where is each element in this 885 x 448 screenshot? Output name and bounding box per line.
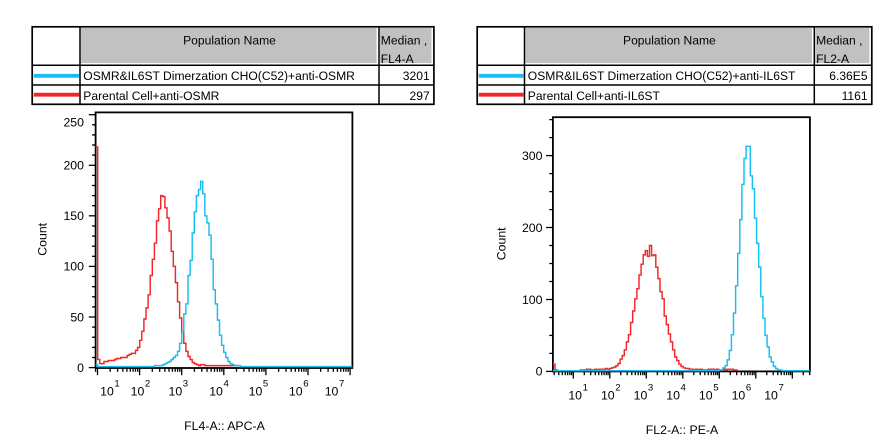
svg-text:10: 10: [601, 389, 615, 403]
svg-text:FL4-A:: APC-A: FL4-A:: APC-A: [184, 419, 265, 433]
svg-text:10: 10: [249, 385, 263, 399]
svg-text:1161: 1161: [842, 89, 868, 103]
svg-text:Median ,: Median ,: [381, 34, 427, 48]
svg-text:150: 150: [63, 209, 84, 223]
svg-text:1: 1: [114, 378, 119, 389]
svg-text:3201: 3201: [403, 69, 430, 83]
svg-text:1: 1: [583, 382, 588, 393]
svg-text:100: 100: [522, 293, 543, 307]
svg-text:10: 10: [100, 385, 114, 399]
svg-text:Parental Cell+anti-OSMR: Parental Cell+anti-OSMR: [83, 89, 219, 103]
svg-text:Population Name: Population Name: [623, 34, 716, 48]
svg-text:3: 3: [648, 382, 653, 393]
svg-text:10: 10: [289, 385, 303, 399]
svg-text:100: 100: [63, 260, 84, 274]
svg-text:50: 50: [70, 310, 84, 324]
svg-text:5: 5: [263, 378, 268, 389]
svg-text:7: 7: [339, 378, 344, 389]
svg-text:200: 200: [522, 221, 543, 235]
svg-text:10: 10: [666, 389, 680, 403]
svg-text:10: 10: [325, 385, 339, 399]
svg-text:FL2-A:: PE-A: FL2-A:: PE-A: [646, 423, 719, 437]
svg-text:7: 7: [779, 382, 784, 393]
svg-text:FL4-A: FL4-A: [381, 52, 415, 66]
svg-text:0: 0: [536, 365, 543, 379]
svg-text:10: 10: [169, 385, 183, 399]
svg-text:10: 10: [764, 389, 778, 403]
svg-text:6.36E5: 6.36E5: [829, 69, 868, 83]
svg-text:10: 10: [732, 389, 746, 403]
svg-text:4: 4: [224, 378, 230, 389]
svg-text:10: 10: [699, 389, 713, 403]
svg-text:6: 6: [303, 378, 308, 389]
svg-text:200: 200: [63, 159, 84, 173]
svg-text:OSMR&IL6ST Dimerzation CHO(C52: OSMR&IL6ST Dimerzation CHO(C52)+anti-OSM…: [83, 69, 355, 83]
svg-text:0: 0: [77, 361, 84, 375]
svg-text:3: 3: [183, 378, 188, 389]
svg-text:Count: Count: [494, 227, 508, 260]
svg-text:Population Name: Population Name: [183, 34, 276, 48]
svg-text:Parental Cell+anti-IL6ST: Parental Cell+anti-IL6ST: [528, 89, 661, 103]
svg-text:OSMR&IL6ST Dimerzation CHO(C52: OSMR&IL6ST Dimerzation CHO(C52)+anti-IL6…: [528, 69, 796, 83]
svg-text:10: 10: [131, 385, 145, 399]
svg-text:5: 5: [713, 382, 718, 393]
svg-text:Median ,: Median ,: [816, 34, 862, 48]
svg-text:300: 300: [522, 149, 543, 163]
svg-text:297: 297: [410, 89, 430, 103]
svg-text:10: 10: [634, 389, 648, 403]
svg-text:FL2-A: FL2-A: [816, 52, 850, 66]
svg-text:250: 250: [63, 116, 84, 130]
svg-text:4: 4: [681, 382, 687, 393]
svg-text:2: 2: [145, 378, 150, 389]
svg-text:Count: Count: [36, 222, 50, 255]
svg-text:10: 10: [568, 389, 582, 403]
svg-text:6: 6: [746, 382, 751, 393]
svg-text:2: 2: [615, 382, 620, 393]
svg-text:10: 10: [209, 385, 223, 399]
